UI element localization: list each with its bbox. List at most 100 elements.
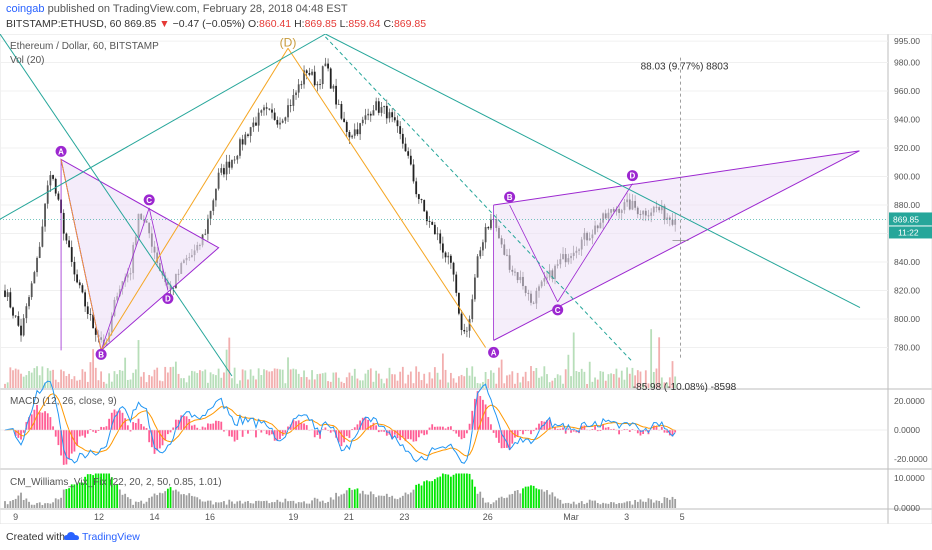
target-down-label: -85.98 (-10.08%) -8598 [633,382,737,393]
volume-bar [490,370,492,388]
vix-bar [367,494,370,508]
macd-histogram-bar [660,426,663,430]
volume-bar [647,383,650,388]
macd-histogram-bar [38,412,41,430]
vix-bar [158,492,161,508]
pattern-point-badge [552,304,564,316]
volume-bar [46,368,49,388]
macd-histogram-bar [292,419,295,430]
vix-bar [161,493,164,508]
candle [332,85,335,89]
high-value: 869.85 [304,18,337,30]
vix-bar [217,502,220,508]
vix-bar [73,484,76,508]
vix-bar [209,500,212,508]
candle [388,112,391,119]
vix-bar [636,501,639,508]
candle [241,139,244,145]
pattern-leg [100,207,150,351]
volume-bar [105,383,108,388]
vix-bar [484,502,487,508]
vix-bar [38,502,41,508]
vix-bar [268,503,271,508]
macd-histogram-bar [655,426,658,430]
macd-histogram-bar [153,430,156,454]
macd-histogram-bar [22,430,25,433]
volume-bar [303,370,305,388]
candle [239,139,241,156]
volume-bar [463,376,466,388]
vix-bar [348,487,351,508]
vix-bar [228,499,231,508]
candle [351,135,353,138]
vix-bar [575,504,578,508]
vix-bar [191,495,193,508]
trend-line [325,34,861,309]
author-link[interactable]: coingab [6,3,45,15]
vix-bar [423,481,426,508]
volume-bar [153,369,156,388]
vix-bar [345,490,348,508]
macd-histogram-bar [530,430,532,435]
candle [452,262,455,275]
vix-bar [415,484,418,508]
tradingview-brand[interactable]: TradingView [82,531,140,543]
vix-bar [102,473,105,508]
volume-bar [313,379,316,388]
candle [404,143,407,152]
candle [359,123,362,135]
countdown-tag [889,226,932,239]
macd-histogram-bar [567,428,570,430]
candle [417,194,420,200]
vix-bar [182,494,185,508]
candle [20,325,22,336]
volume-bar [359,380,362,388]
macd-histogram-bar [479,396,482,430]
candle [458,292,460,314]
vix-bar [580,501,583,508]
volume-bar [94,367,97,388]
candle [223,168,225,175]
macd-tick-label: -20.0000 [894,454,928,464]
time-tick-label: 9 [13,512,18,522]
volume-bar [148,374,151,388]
candle [335,85,337,105]
price-chart[interactable]: A B C D B A C D (D) 88.03 (9.77%) 8803 -85.98 (-10… [0,34,932,524]
vix-bar [463,473,466,508]
macd-histogram-bar [447,426,450,430]
macd-tick-label: 20.0000 [894,396,925,406]
macd-histogram-bar [220,421,223,430]
macd-histogram-bar [490,424,492,430]
macd-histogram-bar [495,430,498,438]
volume-bar [20,373,22,388]
vix-bar [100,473,103,508]
symbol-label: BITSTAMP:ETHUSD, 60 [6,18,122,30]
vix-bar [313,497,316,508]
candle [204,233,207,235]
vix-bar [466,473,468,508]
vix-bar [174,489,177,508]
vix-bar [49,503,52,508]
vix-bar [54,498,57,508]
candle [455,274,458,293]
vix-bar [239,500,241,508]
macd-histogram-bar [369,425,372,430]
vix-bar [337,496,340,508]
close-value: 869.85 [393,18,427,30]
candle [236,155,239,160]
candle [4,290,6,297]
macd-histogram-bar [596,430,599,432]
candle [30,283,33,298]
vix-bar [671,496,674,508]
price-tick-label: 995.00 [894,36,920,46]
macd-line [4,380,676,464]
volume-bar [586,383,588,388]
candle [49,175,52,186]
trend-line-dashed [325,36,633,363]
vix-bar [433,479,436,508]
volume-bar [172,366,175,388]
volume-bar [284,383,287,388]
time-tick-label: 21 [344,512,354,522]
open-value: 860.41 [259,18,292,30]
volume-bar [351,375,353,388]
